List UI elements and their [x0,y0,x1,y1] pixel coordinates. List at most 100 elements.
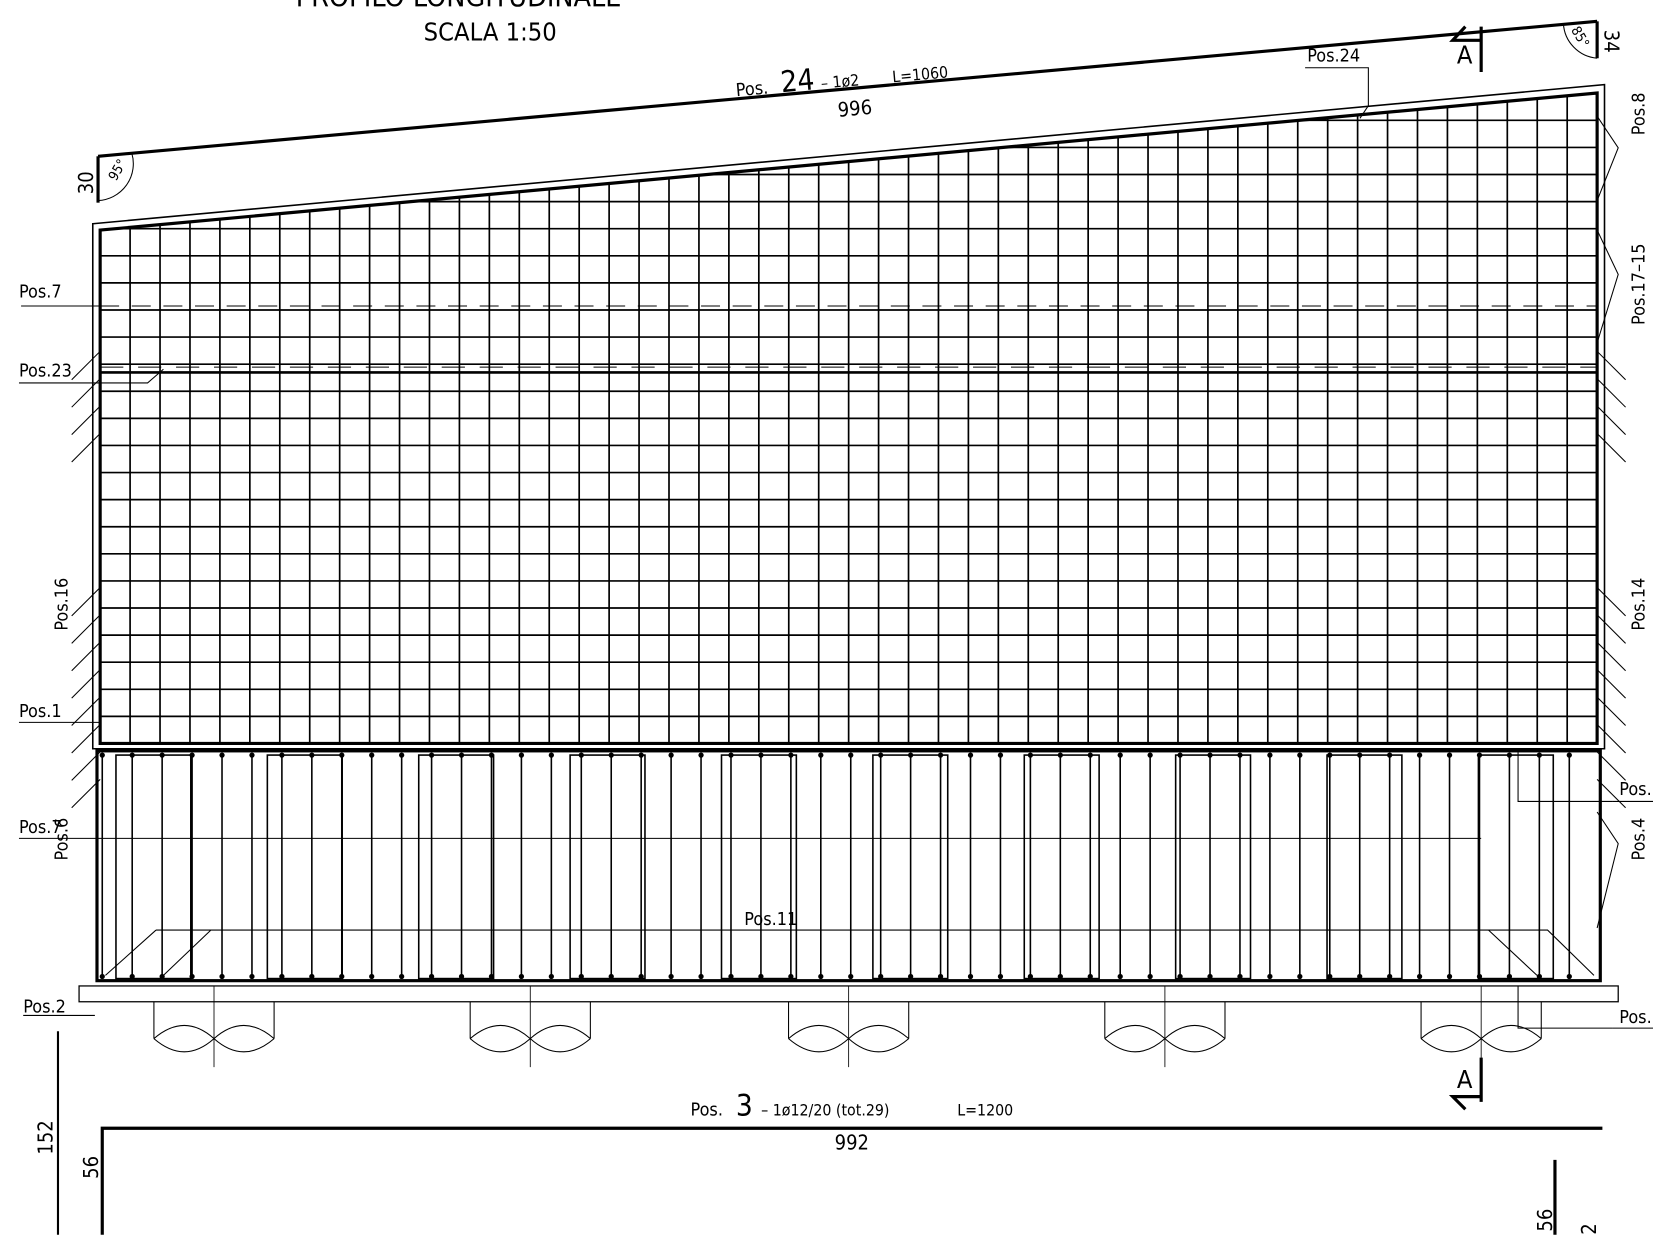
pile [1104,1001,1226,1053]
bar-section [668,973,674,980]
bar-section [1416,973,1423,980]
leader [71,778,101,809]
slab-outline [91,83,1606,750]
bar-section [1566,973,1572,980]
bar-section [848,973,854,980]
leader [71,378,101,408]
pile [469,1001,591,1053]
leader [1596,778,1626,809]
bar-section [399,752,405,758]
bar-section [1446,752,1453,758]
bottom-bar [100,1126,1603,1235]
leader [71,696,101,726]
leader [71,614,101,644]
leader [1596,350,1626,381]
wall [95,749,1602,983]
bar-section [369,752,375,758]
stirrup [872,754,949,980]
mesh [100,93,1598,744]
bar-section [967,973,974,980]
leader [1305,67,1369,119]
stirrup [1174,754,1252,980]
bar-section [548,973,554,980]
section-mark: A [1457,41,1473,70]
bar-section [1416,752,1423,758]
label: Pos.4 [1629,818,1650,861]
pile [1420,1001,1542,1053]
title: PROFILO LONGITUDINALE [296,0,622,14]
bar-section [1117,973,1123,980]
bar-section [99,752,105,758]
leader [1596,811,1619,929]
angle: 95° [106,157,131,184]
bar-section [518,752,525,758]
pos-prefix: Pos. [691,1100,723,1121]
leader [71,641,101,672]
stirrup [720,754,798,980]
dimension: 2 [1577,1223,1601,1234]
dimension: 56 [1533,1209,1557,1232]
spec: – 1ø12/20 (tot.29) [761,1101,889,1120]
leader [1517,748,1613,802]
dimension: 152 [34,1120,58,1154]
leader [1596,405,1626,435]
angle: 85° [1567,24,1592,51]
leader [71,751,101,781]
label: Pos.16 [51,578,72,631]
leader [1596,696,1626,726]
bar-section [1267,752,1273,758]
bar-section [967,752,974,758]
section-mark: A [1457,1065,1473,1094]
bar-section [1147,752,1153,758]
bar-section [1297,973,1303,980]
section-arrow [1449,25,1483,72]
label: Pos.7 [19,817,62,838]
length: L=1200 [957,1101,1013,1120]
bar-section [219,973,225,980]
label: Pos.17–15 [1629,243,1650,324]
pile [788,1001,910,1053]
stirrup [1023,754,1100,980]
leader [71,350,101,381]
label: Pos.7 [19,282,62,303]
label: Pos.14 [1629,578,1650,631]
stirrup [266,754,343,980]
label: Pos. [1619,1007,1651,1028]
bar-section [518,973,525,980]
bar-section [369,973,375,980]
dimension: 992 [835,1130,869,1154]
bar-section [249,973,255,980]
label: Pos.23 [19,361,72,382]
stirrup [1326,754,1403,980]
label: Pos.2 [23,996,66,1017]
leader [1596,378,1626,408]
bar-section [249,752,255,758]
leader [1517,985,1613,1029]
leader [1596,724,1626,754]
leader [71,669,101,699]
angle-arc [1562,23,1598,59]
leader [1596,229,1619,344]
bar-section [548,752,554,758]
bar-section [219,752,225,758]
leader [1596,115,1619,201]
pile [153,1001,275,1053]
bar-section [1117,752,1123,758]
label: Pos. [1619,779,1651,800]
stirrup [115,754,192,980]
label: Pos.1 [19,701,62,722]
stirrup [1477,754,1555,980]
stirrup [569,754,646,980]
bar-section [1147,973,1153,980]
label: Pos.8 [1629,93,1650,136]
scale: SCALA 1:50 [424,17,557,46]
bar-section [698,752,704,758]
dimension: 56 [79,1156,103,1179]
leader [1596,751,1626,781]
leader [71,433,101,463]
leader [71,405,101,435]
label: Pos.6 [51,818,72,861]
bar-section [399,973,405,980]
label: Pos.24 [1307,45,1360,66]
